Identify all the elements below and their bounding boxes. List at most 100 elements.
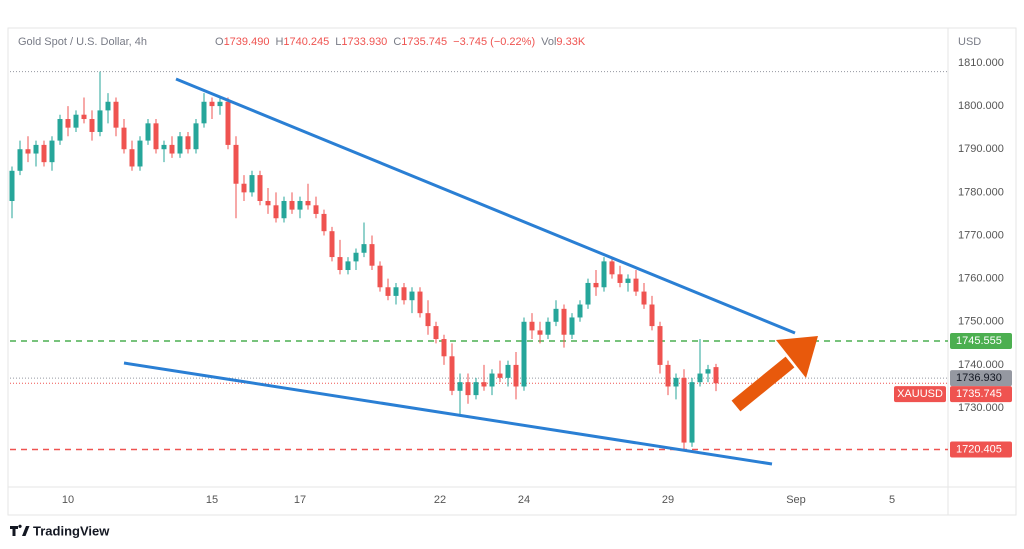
candle [257,170,263,206]
candle-body [113,101,119,128]
plot-area [9,71,948,452]
ohlc-key: L [335,36,341,48]
candle [233,136,239,219]
candle [289,192,295,214]
candle-body [553,308,559,322]
x-tick-label: 29 [662,494,674,506]
price-box [950,386,1012,403]
candle [673,373,679,400]
change: −3.745 (−0.22%) [453,36,535,48]
candle-body [217,101,223,107]
candle-body [497,373,503,378]
candle-body [121,127,127,150]
candle [105,93,111,124]
candle [209,97,215,120]
candle [201,93,207,128]
candle-body [161,144,167,150]
price-box-label: 1736.930 [956,372,1002,384]
candle [225,97,231,150]
candle [449,343,455,396]
price-box-label: 1745.555 [956,335,1002,347]
candle-body [409,291,415,301]
candle-body [321,213,327,232]
candle-body [457,382,463,391]
brand: TradingView [10,523,110,538]
candle [305,183,311,210]
candle-body [89,119,95,132]
candle [681,369,687,452]
candle [585,278,591,309]
x-tick-label: 5 [889,494,895,506]
candle [489,369,495,396]
candle-body [345,261,351,271]
candle-body [105,101,111,111]
y-tick-label: 1730.000 [958,402,1004,414]
candle-body [313,205,319,214]
candle-body [137,140,143,167]
candle [505,360,511,387]
volume-key: Vol [541,36,556,48]
candle-body [369,244,375,266]
candle-body [185,136,191,150]
candle [473,377,479,400]
y-tick-label: 1770.000 [958,229,1004,241]
candle-body [393,287,399,296]
candle-body [361,244,367,253]
candle-body [641,291,647,305]
candle-body [401,287,407,301]
candle-body [689,382,695,443]
y-tick-label: 1750.000 [958,316,1004,328]
candle-body [609,261,615,275]
candle-body [545,321,551,335]
x-tick-label: 22 [434,494,446,506]
candle [321,209,327,236]
candle [545,317,551,340]
ohlc-key: H [275,36,283,48]
symbol-box [894,386,946,403]
candle [425,300,431,335]
price-box [950,332,1012,349]
candle-body [209,101,215,107]
candle-body [385,287,391,296]
candle [601,257,607,292]
brand-name: TradingView [33,523,110,538]
candle [513,351,519,400]
candle [281,196,287,223]
candle-body [417,291,423,314]
candle [185,131,191,154]
candle-body [249,175,255,193]
candle [217,97,223,115]
candle-body [65,119,71,128]
candle [409,287,415,314]
candle [649,295,655,331]
candle [169,136,175,158]
candle-body [449,356,455,391]
x-tick-label: 24 [518,494,530,506]
candle [97,71,103,137]
candle [561,304,567,348]
candle-body [425,313,431,327]
candle-body [337,257,343,271]
candle [337,239,343,275]
candle-body [465,382,471,396]
arrow-shaft [731,356,795,412]
candle-body [17,149,23,171]
candle [177,131,183,158]
candle-body [9,170,15,201]
candle-body [265,200,271,206]
candle-body [289,200,295,210]
candle-body [705,369,711,374]
candle [633,270,639,296]
y-tick-label: 1800.000 [958,100,1004,112]
candle [593,270,599,296]
arrow-head [776,336,818,378]
ohlc-value: 1740.245 [283,36,329,48]
candle-body [273,205,279,219]
candle [161,140,167,163]
candle [705,364,711,383]
candle [457,373,463,417]
candle [417,287,423,318]
candle [697,339,703,387]
candle [241,175,247,201]
